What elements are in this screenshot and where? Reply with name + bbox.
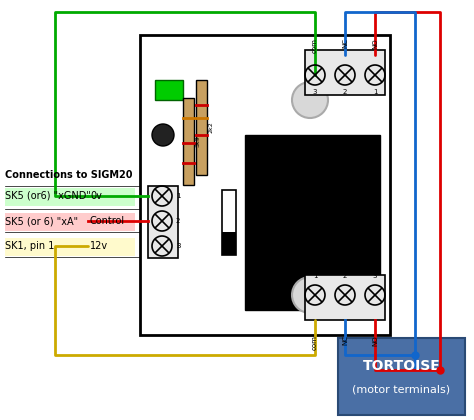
Text: SK1, pin 1: SK1, pin 1 [5,241,55,251]
Circle shape [292,82,328,118]
Text: Control: Control [90,216,125,226]
Text: 2: 2 [343,273,347,279]
Text: 1: 1 [313,273,317,279]
Text: NC: NC [342,38,348,48]
Bar [196,80,207,175]
Text: (motor terminals): (motor terminals) [353,385,451,395]
Bar [5,188,135,206]
Text: SK5 (or 6) "xA": SK5 (or 6) "xA" [5,216,78,226]
Text: com: com [312,38,318,53]
Text: com: com [312,335,318,350]
Bar [148,186,178,258]
Text: NC: NC [342,335,348,345]
Bar [305,50,385,95]
Text: 3k9: 3k9 [196,135,201,147]
Bar [338,338,465,415]
Text: NO: NO [372,38,378,49]
Text: Connections to SIGM20: Connections to SIGM20 [5,170,133,180]
Bar [5,213,135,231]
Bar [222,232,236,255]
Text: 0v: 0v [90,191,102,201]
Text: TORTOISE: TORTOISE [363,359,440,373]
Circle shape [152,124,174,146]
Bar [305,275,385,320]
Text: 3: 3 [313,89,317,95]
Bar [222,190,236,255]
Text: 12v: 12v [90,241,108,251]
Bar [245,135,380,310]
Text: 1: 1 [373,89,377,95]
Text: 2k2: 2k2 [209,121,214,133]
Text: 3: 3 [373,273,377,279]
Bar [183,98,194,185]
Text: 3: 3 [176,243,181,249]
Text: 1: 1 [176,193,181,199]
Text: 2: 2 [176,218,181,224]
Text: NO: NO [372,335,378,346]
Bar [155,80,183,100]
Text: 2: 2 [343,89,347,95]
Text: SK5 (or6) "xGND": SK5 (or6) "xGND" [5,191,91,201]
Bar [140,35,390,335]
Bar [5,238,135,256]
Circle shape [292,277,328,313]
